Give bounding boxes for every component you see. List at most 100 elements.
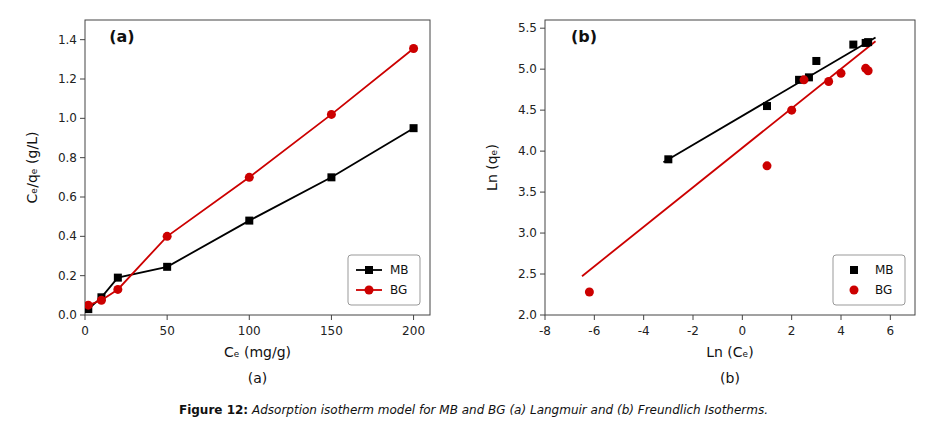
- y-tick-label: 5.0: [518, 62, 537, 76]
- data-point: [787, 106, 796, 115]
- plot-area: [85, 44, 418, 313]
- data-point: [763, 161, 772, 170]
- y-tick: [540, 274, 545, 275]
- y-tick: [80, 275, 85, 276]
- caption: Figure 12: Adsorption isotherm model for…: [179, 403, 768, 417]
- x-tick-label: 150: [320, 324, 343, 338]
- data-point: [327, 173, 335, 181]
- legend-label: BG: [875, 283, 892, 297]
- caption-part: Adsorption isotherm model for MB and BG …: [248, 403, 768, 417]
- x-tick: [331, 315, 332, 320]
- y-tick: [540, 233, 545, 234]
- y-axis-label: Cₑ/qₑ (g/L): [24, 132, 40, 204]
- x-tick: [742, 315, 743, 320]
- x-tick-label: 100: [238, 324, 261, 338]
- x-tick-label: -2: [687, 324, 699, 338]
- data-point: [800, 75, 809, 84]
- y-tick-label: 4.0: [518, 144, 537, 158]
- x-tick: [841, 315, 842, 320]
- plot-frame: [85, 20, 430, 315]
- x-tick: [693, 315, 694, 320]
- x-tick: [594, 315, 595, 320]
- panel: -8 -6 -4 -2 0 2 4 6 2.0 2.5 3.0 3.5 4.0 4.5 5.0 5.5 Ln (…: [484, 20, 915, 386]
- x-tick: [791, 315, 792, 320]
- x-tick: [167, 315, 168, 320]
- data-point: [824, 77, 833, 86]
- x-tick: [413, 315, 414, 320]
- y-tick-label: 0.2: [58, 269, 77, 283]
- data-point: [410, 124, 418, 132]
- x-tick-label: 2: [788, 324, 796, 338]
- y-tick: [540, 315, 545, 316]
- x-tick-label: 200: [402, 324, 425, 338]
- y-tick: [80, 197, 85, 198]
- y-tick: [80, 157, 85, 158]
- y-axis-label: Ln (qₑ): [484, 144, 500, 191]
- y-tick-label: 1.2: [58, 72, 77, 86]
- x-tick-label: -8: [539, 324, 551, 338]
- y-tick: [80, 39, 85, 40]
- y-tick-label: 1.0: [58, 111, 77, 125]
- y-tick: [80, 315, 85, 316]
- legend: MB BG: [348, 255, 420, 305]
- x-tick-label: 50: [160, 324, 175, 338]
- panel-label: (b): [720, 370, 740, 386]
- x-tick-label: 0: [739, 324, 747, 338]
- legend-marker: [365, 266, 373, 274]
- y-tick: [540, 192, 545, 193]
- data-point: [114, 274, 122, 282]
- legend-label: MB: [390, 263, 409, 277]
- data-point: [812, 57, 820, 65]
- x-tick-label: -6: [588, 324, 600, 338]
- data-point: [97, 296, 106, 305]
- y-tick: [80, 118, 85, 119]
- panel-label: (a): [248, 370, 268, 386]
- y-tick-label: 0.4: [58, 229, 77, 243]
- data-point: [837, 69, 846, 78]
- legend: MBBG: [833, 255, 905, 305]
- x-tick: [890, 315, 891, 320]
- legend-label: BG: [390, 283, 407, 297]
- x-tick: [249, 315, 250, 320]
- legend-marker: [365, 286, 374, 295]
- y-tick-label: 3.5: [518, 185, 537, 199]
- plot-frame: [545, 20, 915, 315]
- y-tick-label: 0.8: [58, 151, 77, 165]
- x-tick-label: -4: [638, 324, 650, 338]
- caption-part: Figure 12:: [179, 403, 248, 417]
- y-tick-label: 1.4: [58, 33, 77, 47]
- data-point: [245, 217, 253, 225]
- legend-marker: [850, 266, 858, 274]
- y-tick-label: 3.0: [518, 226, 537, 240]
- y-tick-label: 2.5: [518, 267, 537, 281]
- y-tick: [80, 79, 85, 80]
- y-tick-label: 0.0: [58, 308, 77, 322]
- legend-marker: [850, 286, 859, 295]
- y-tick: [540, 151, 545, 152]
- y-tick-label: 5.5: [518, 21, 537, 35]
- data-point: [864, 66, 873, 75]
- x-tick-label: 6: [887, 324, 895, 338]
- x-axis-label: Ln (Cₑ): [706, 344, 754, 360]
- y-tick-label: 4.5: [518, 103, 537, 117]
- x-axis-label: Cₑ (mg/g): [224, 344, 291, 360]
- data-point: [849, 41, 857, 49]
- x-tick: [85, 315, 86, 320]
- figure: 0 50 100 150 200 0.0 0.2 0.4 0.6 0.8 1.0 1.2 1.4 Cₑ (…: [0, 0, 947, 430]
- data-point: [664, 155, 672, 163]
- y-tick-label: 2.0: [518, 308, 537, 322]
- y-tick: [80, 236, 85, 237]
- data-point: [327, 110, 336, 119]
- data-point: [163, 232, 172, 241]
- series-line: [582, 41, 876, 276]
- data-point: [585, 288, 594, 297]
- x-tick: [545, 315, 546, 320]
- x-tick: [643, 315, 644, 320]
- y-tick-label: 0.6: [58, 190, 77, 204]
- data-point: [864, 38, 872, 46]
- x-tick-label: 4: [837, 324, 845, 338]
- data-point: [113, 285, 122, 294]
- y-tick: [540, 110, 545, 111]
- series-line: [663, 38, 875, 163]
- data-point: [85, 301, 93, 310]
